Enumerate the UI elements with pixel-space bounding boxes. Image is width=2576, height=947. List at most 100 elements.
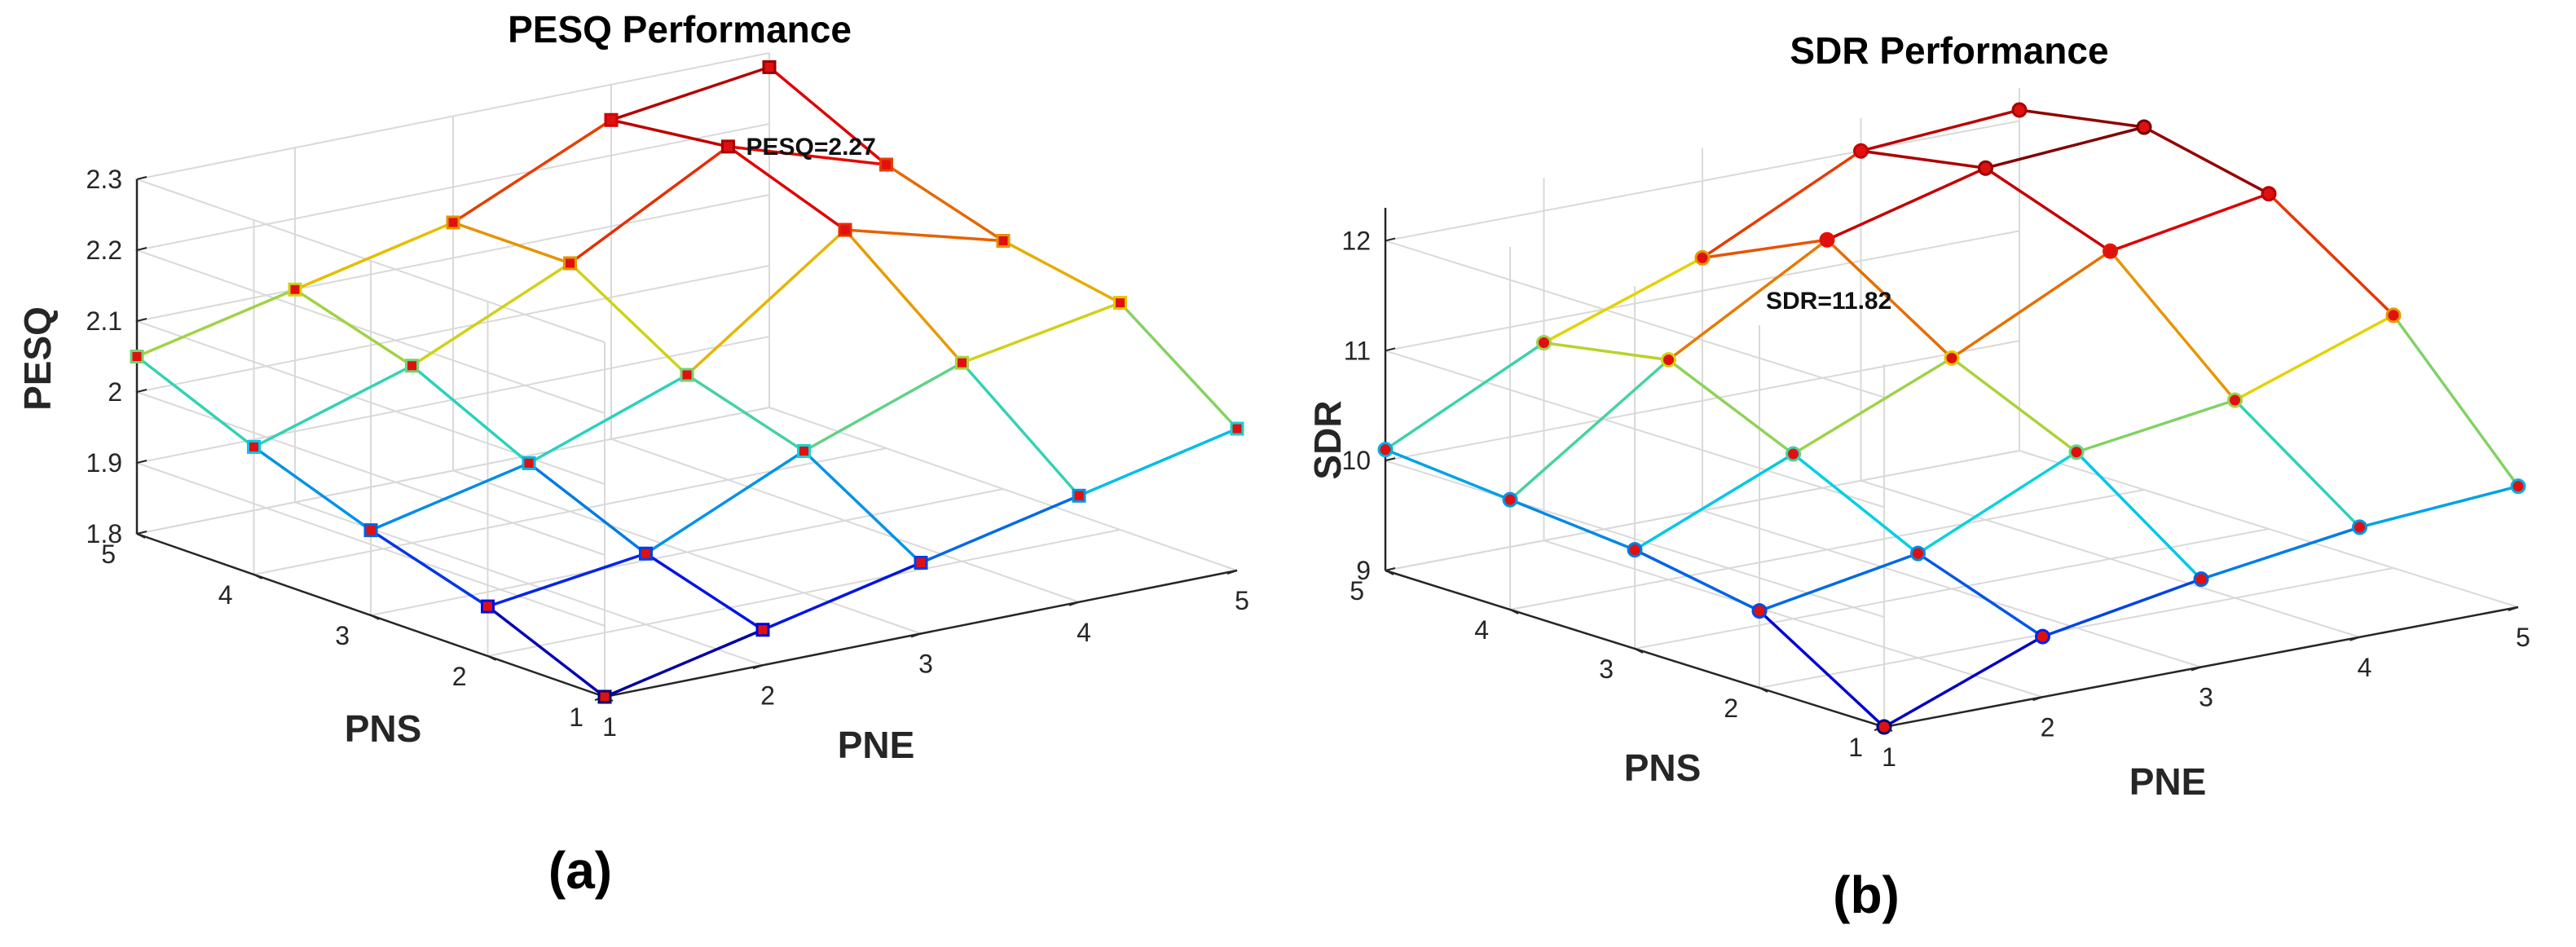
mesh-line-x bbox=[1508, 359, 1670, 501]
data-point bbox=[481, 599, 495, 614]
panel-label: (b) bbox=[1833, 866, 1900, 924]
mesh-line-y bbox=[1509, 498, 1636, 552]
y-tick-label: 1 bbox=[1848, 733, 1863, 762]
data-point bbox=[797, 444, 811, 458]
data-point bbox=[838, 222, 852, 237]
z-tick-mark bbox=[1385, 237, 1396, 242]
data-point bbox=[1876, 719, 1892, 735]
z-tick-mark bbox=[136, 318, 148, 322]
x-tick-label: 4 bbox=[1077, 618, 1091, 647]
x-tick-label: 1 bbox=[602, 712, 617, 742]
mesh-line-x bbox=[294, 221, 454, 291]
panel-label: (a) bbox=[548, 841, 612, 900]
mesh-line-x bbox=[1883, 635, 2044, 729]
mesh-line-y bbox=[452, 221, 571, 265]
z-tick-mark bbox=[1385, 457, 1396, 462]
y-tick-mark bbox=[253, 574, 262, 579]
y-tick-mark bbox=[1759, 687, 1768, 693]
mesh-line-y bbox=[135, 355, 255, 448]
y-tick-mark bbox=[1385, 570, 1394, 575]
mesh-line-x bbox=[2076, 399, 2236, 454]
mesh-line-y bbox=[1917, 552, 2044, 638]
data-point bbox=[680, 368, 694, 382]
mesh-line-x bbox=[762, 561, 922, 632]
mesh-line-y bbox=[2392, 314, 2520, 487]
x-axis-label: PNE bbox=[2129, 760, 2207, 803]
y-tick-label: 5 bbox=[1350, 576, 1364, 606]
mesh-line-y bbox=[253, 445, 372, 532]
z-tick-label: 11 bbox=[1344, 336, 1371, 365]
mesh-line-x bbox=[1985, 126, 2145, 170]
mesh-line-x bbox=[1078, 427, 1238, 497]
y-axis-label: PNS bbox=[345, 707, 422, 750]
mesh-line-x bbox=[1759, 552, 1919, 613]
data-point bbox=[879, 157, 893, 172]
annotation-label: PESQ=2.27 bbox=[746, 134, 876, 161]
x-gridline bbox=[768, 53, 1238, 571]
data-point bbox=[2136, 119, 2152, 135]
data-points bbox=[1377, 102, 2526, 735]
mesh-line-y bbox=[2109, 250, 2236, 402]
mesh-line-y bbox=[2143, 126, 2270, 196]
data-point bbox=[2103, 243, 2118, 259]
data-point bbox=[597, 689, 612, 704]
surface-mesh bbox=[1385, 108, 2520, 729]
x-tick-mark bbox=[752, 664, 764, 670]
z-tick-label: 12 bbox=[1341, 226, 1371, 255]
data-point bbox=[1627, 542, 1643, 558]
mesh-line-y bbox=[1543, 341, 1669, 362]
y-tick-mark bbox=[1509, 609, 1519, 614]
z-tick-mark bbox=[136, 531, 148, 535]
mesh-line-y bbox=[370, 529, 489, 608]
data-point bbox=[563, 256, 577, 271]
data-point bbox=[1751, 603, 1768, 619]
data-point bbox=[721, 139, 735, 154]
mesh-line-x bbox=[1385, 341, 1545, 451]
x-tick-mark bbox=[2032, 696, 2043, 702]
mesh-line-y bbox=[1758, 610, 1886, 729]
x-tick-mark bbox=[2191, 666, 2202, 672]
mesh-line-x bbox=[1792, 356, 1953, 456]
x-axis-label: PNE bbox=[838, 724, 915, 766]
mesh-line-x bbox=[2359, 484, 2519, 529]
data-point bbox=[1377, 442, 1394, 458]
y-axis-label: PNS bbox=[1624, 747, 1702, 789]
mesh-line-y bbox=[1385, 448, 1511, 501]
y-tick-mark bbox=[1634, 648, 1644, 654]
data-point bbox=[1819, 231, 1835, 248]
data-point bbox=[405, 359, 419, 373]
mesh-line-y bbox=[686, 373, 805, 452]
data-point bbox=[2011, 102, 2028, 118]
mesh-line-y bbox=[1119, 302, 1239, 430]
mesh-line-y bbox=[727, 145, 847, 231]
x-tick-label: 5 bbox=[1235, 586, 1249, 615]
data-point bbox=[755, 623, 770, 637]
y-tick-label: 2 bbox=[1724, 694, 1738, 723]
mesh-line-x bbox=[487, 552, 647, 608]
mesh-line-x bbox=[2200, 526, 2361, 581]
mesh-line-y bbox=[527, 461, 647, 555]
data-point bbox=[2068, 444, 2085, 460]
y-tick-label: 4 bbox=[1474, 615, 1489, 645]
data-point bbox=[446, 215, 460, 230]
mesh-line-y bbox=[645, 552, 764, 632]
x-tick-mark bbox=[2349, 636, 2360, 641]
z-tick-mark bbox=[136, 460, 148, 464]
data-point bbox=[1113, 296, 1127, 311]
z-tick-mark bbox=[136, 389, 148, 393]
z-tick-mark bbox=[136, 176, 148, 180]
z-tick-label: 2.2 bbox=[86, 236, 122, 265]
mesh-line-x bbox=[1917, 451, 2077, 555]
data-point bbox=[2352, 519, 2367, 535]
y-tick-label: 1 bbox=[569, 703, 583, 732]
mesh-line-y bbox=[1002, 239, 1121, 305]
z-axis-label: SDR bbox=[1306, 400, 1349, 479]
mesh-line-x bbox=[569, 145, 729, 265]
mesh-line-y bbox=[294, 288, 413, 368]
mesh-line-y bbox=[610, 118, 729, 148]
data-point bbox=[522, 456, 536, 470]
mesh-line-y bbox=[1792, 452, 1919, 555]
